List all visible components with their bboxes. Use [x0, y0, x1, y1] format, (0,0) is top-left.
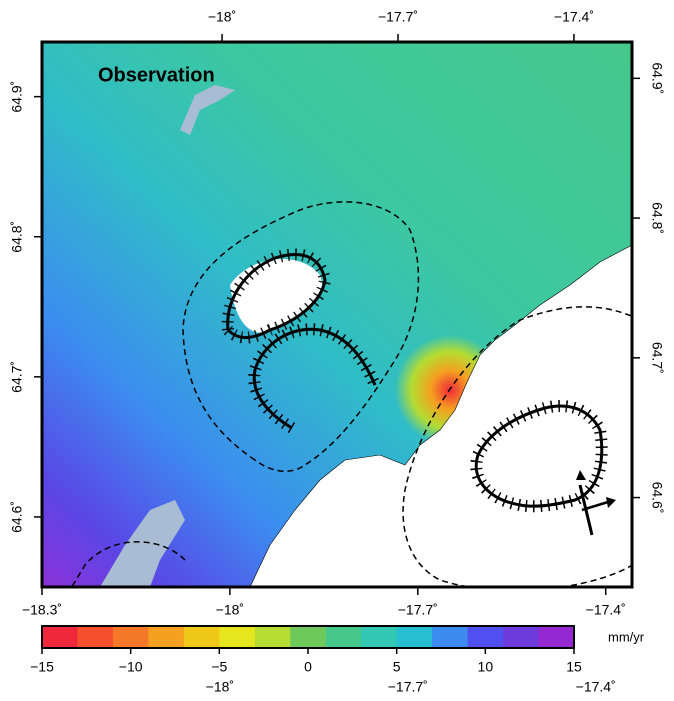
colorbar-swatch	[290, 626, 327, 648]
lon-tick-label: −18.3˚	[22, 602, 62, 618]
colorbar-swatch	[148, 626, 185, 648]
colorbar-tick-label: 10	[478, 659, 494, 675]
colorbar-swatch	[254, 626, 291, 648]
map-frame	[40, 40, 634, 589]
lat-tick-label: 64.7˚	[649, 342, 665, 374]
colorbar-swatch	[538, 626, 575, 648]
lat-tick-label: 64.6˚	[9, 501, 25, 533]
colorbar-tick-label: 0	[304, 659, 312, 675]
lat-tick-label: 64.9˚	[649, 62, 665, 94]
lon-tick-label: −17.7˚	[398, 602, 438, 618]
colorbar-swatch	[183, 626, 220, 648]
map-title: Observation	[98, 64, 215, 86]
colorbar-swatch	[77, 626, 114, 648]
lon-tick-label: −17.7˚	[388, 679, 428, 695]
colorbar-swatch	[503, 626, 540, 648]
colorbar-swatch	[467, 626, 504, 648]
lat-tick-label: 64.8˚	[649, 202, 665, 234]
lat-tick-label: 64.9˚	[9, 81, 25, 113]
colorbar-tick-label: −15	[30, 659, 54, 675]
lon-tick-label: −17.4˚	[554, 9, 594, 25]
lon-tick-label: −17.7˚	[378, 9, 418, 25]
colorbar-tick-label: 15	[566, 659, 582, 675]
lon-tick-label: −18˚	[208, 9, 236, 25]
lon-tick-label: −17.4˚	[586, 602, 626, 618]
lat-tick-label: 64.8˚	[9, 221, 25, 253]
colorbar-swatch	[112, 626, 149, 648]
lon-tick-label: −18˚	[216, 602, 244, 618]
colorbar-tick-label: 5	[393, 659, 401, 675]
colorbar-unit: mm/yr	[608, 629, 645, 644]
colorbar-tick-label: −10	[119, 659, 143, 675]
colorbar-swatch	[432, 626, 469, 648]
colorbar-swatch	[325, 626, 362, 648]
colorbar-swatch	[219, 626, 256, 648]
map-image	[42, 42, 632, 587]
lat-tick-label: 64.6˚	[649, 482, 665, 514]
colorbar-tick-label: −5	[211, 659, 227, 675]
lon-tick-label: −17.4˚	[576, 679, 616, 695]
colorbar-swatch	[361, 626, 398, 648]
lon-tick-label: −18˚	[206, 679, 234, 695]
lat-tick-label: 64.7˚	[9, 361, 25, 393]
colorbar-swatch	[396, 626, 433, 648]
colorbar-swatch	[42, 626, 78, 648]
